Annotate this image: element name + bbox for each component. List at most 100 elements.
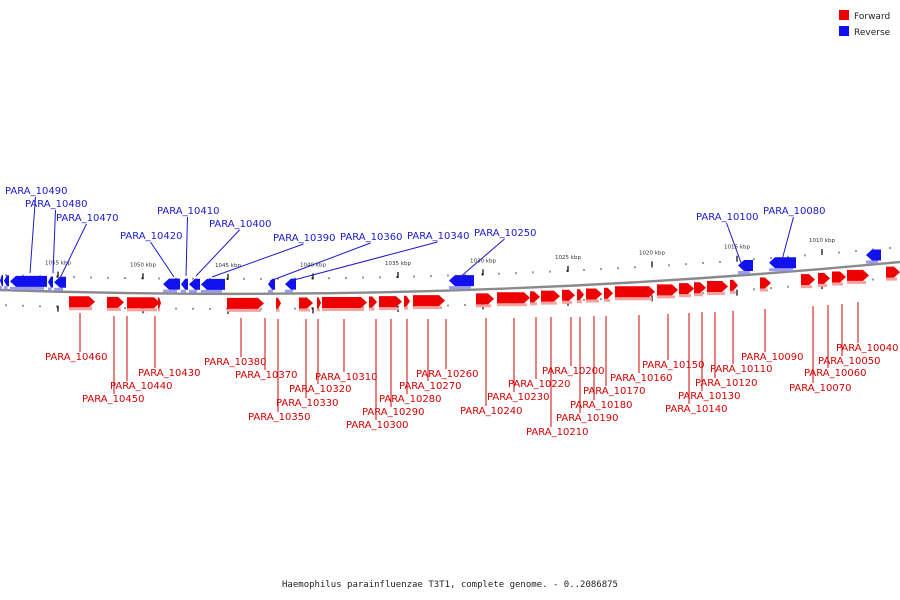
reverse-gene-arrow[interactable] <box>181 278 188 290</box>
forward-gene-arrow[interactable] <box>476 293 494 305</box>
gene-label-para-10170[interactable]: PARA_10170 <box>583 386 645 397</box>
reverse-gene-arrow[interactable] <box>449 275 474 287</box>
gene-label-para-10390[interactable]: PARA_10390 <box>273 233 335 244</box>
gene-label-para-10310[interactable]: PARA_10310 <box>315 372 377 383</box>
forward-gene-arrow[interactable] <box>541 290 560 302</box>
gene-label-para-10320[interactable]: PARA_10320 <box>289 384 351 395</box>
gene-label-para-10420[interactable]: PARA_10420 <box>120 231 182 242</box>
forward-gene-arrow[interactable] <box>577 289 584 301</box>
forward-gene-arrow[interactable] <box>847 269 869 281</box>
gene-label-para-10270[interactable]: PARA_10270 <box>399 381 461 392</box>
gene-label-para-10350[interactable]: PARA_10350 <box>248 412 310 423</box>
leader-line <box>59 223 87 279</box>
forward-gene-arrow[interactable] <box>615 286 655 298</box>
gene-label-para-10330[interactable]: PARA_10330 <box>276 398 338 409</box>
gene-label-para-10290[interactable]: PARA_10290 <box>362 407 424 418</box>
forward-gene-arrow[interactable] <box>127 297 160 309</box>
gene-label-para-10470[interactable]: PARA_10470 <box>56 213 118 224</box>
gene-label-para-10430[interactable]: PARA_10430 <box>138 368 200 379</box>
gene-label-para-10080[interactable]: PARA_10080 <box>763 206 825 217</box>
gene-label-para-10160[interactable]: PARA_10160 <box>610 373 672 384</box>
forward-gene-arrow[interactable] <box>707 281 728 293</box>
gene-label-para-10150[interactable]: PARA_10150 <box>642 360 704 371</box>
reverse-gene-arrow[interactable] <box>738 260 753 272</box>
forward-gene-arrow[interactable] <box>694 282 706 294</box>
gene-label-para-10060[interactable]: PARA_10060 <box>804 368 866 379</box>
gene-label-para-10460[interactable]: PARA_10460 <box>45 352 107 363</box>
reverse-gene-arrow[interactable] <box>0 275 3 287</box>
reverse-gene-arrow[interactable] <box>285 278 296 290</box>
gene-shadow <box>818 283 827 287</box>
gene-label-para-10300[interactable]: PARA_10300 <box>346 420 408 431</box>
gene-label-para-10260[interactable]: PARA_10260 <box>416 369 478 380</box>
forward-gene-arrow[interactable] <box>317 297 321 309</box>
reverse-gene-arrow[interactable] <box>769 257 796 269</box>
gene-label-para-10120[interactable]: PARA_10120 <box>695 378 757 389</box>
gene-label-para-10090[interactable]: PARA_10090 <box>741 352 803 363</box>
gene-label-para-10480[interactable]: PARA_10480 <box>25 199 87 210</box>
gene-label-para-10040[interactable]: PARA_10040 <box>836 343 898 354</box>
gene-label-para-10370[interactable]: PARA_10370 <box>235 370 297 381</box>
forward-gene-arrow[interactable] <box>227 297 264 309</box>
reverse-gene-arrow[interactable] <box>10 275 47 287</box>
gene-label-para-10050[interactable]: PARA_10050 <box>818 356 880 367</box>
forward-gene-arrow[interactable] <box>760 277 771 289</box>
forward-gene-arrow[interactable] <box>530 291 540 303</box>
forward-gene-arrow[interactable] <box>801 274 815 286</box>
gene-label-para-10100[interactable]: PARA_10100 <box>696 212 758 223</box>
gene-label-para-10380[interactable]: PARA_10380 <box>204 357 266 368</box>
gene-shadow <box>276 308 280 312</box>
gene-label-para-10070[interactable]: PARA_10070 <box>789 383 851 394</box>
gene-label-para-10140[interactable]: PARA_10140 <box>665 404 727 415</box>
gene-label-para-10110[interactable]: PARA_10110 <box>710 364 772 375</box>
gene-label-para-10450[interactable]: PARA_10450 <box>82 394 144 405</box>
forward-gene-arrow[interactable] <box>379 296 402 308</box>
forward-gene-arrow[interactable] <box>657 284 678 296</box>
gene-shadow <box>657 295 675 299</box>
forward-gene-arrow[interactable] <box>369 296 377 308</box>
gene-label-para-10130[interactable]: PARA_10130 <box>678 391 740 402</box>
forward-gene-arrow[interactable] <box>69 296 95 308</box>
gene-label-para-10200[interactable]: PARA_10200 <box>542 366 604 377</box>
reverse-gene-arrow[interactable] <box>201 278 225 290</box>
gene-label-para-10340[interactable]: PARA_10340 <box>407 231 469 242</box>
forward-gene-arrow[interactable] <box>832 271 846 283</box>
gene-label-para-10490[interactable]: PARA_10490 <box>5 186 67 197</box>
forward-gene-arrow[interactable] <box>497 292 530 304</box>
forward-gene-arrow[interactable] <box>886 266 900 278</box>
gene-shadow <box>299 308 310 312</box>
forward-gene-arrow[interactable] <box>322 296 367 308</box>
reverse-gene-arrow[interactable] <box>189 278 200 290</box>
forward-gene-arrow[interactable] <box>730 279 738 291</box>
forward-gene-arrow[interactable] <box>158 297 161 309</box>
gene-label-para-10410[interactable]: PARA_10410 <box>157 206 219 217</box>
reverse-gene-arrow[interactable] <box>163 278 180 290</box>
reverse-gene-arrow[interactable] <box>54 276 66 288</box>
forward-gene-arrow[interactable] <box>818 272 830 284</box>
gene-label-para-10180[interactable]: PARA_10180 <box>570 400 632 411</box>
gene-label-para-10280[interactable]: PARA_10280 <box>379 394 441 405</box>
forward-gene-arrow[interactable] <box>404 295 410 307</box>
reverse-gene-arrow[interactable] <box>866 249 881 261</box>
forward-gene-arrow[interactable] <box>679 283 694 295</box>
forward-gene-arrow[interactable] <box>586 288 602 300</box>
gene-label-para-10230[interactable]: PARA_10230 <box>487 392 549 403</box>
gene-label-para-10220[interactable]: PARA_10220 <box>508 379 570 390</box>
gene-label-para-10400[interactable]: PARA_10400 <box>209 219 271 230</box>
forward-gene-arrow[interactable] <box>604 287 613 299</box>
gene-label-para-10210[interactable]: PARA_10210 <box>526 427 588 438</box>
forward-gene-arrow[interactable] <box>107 296 124 308</box>
forward-gene-arrow[interactable] <box>276 297 281 309</box>
forward-gene-arrow[interactable] <box>413 295 445 307</box>
gene-label-para-10440[interactable]: PARA_10440 <box>110 381 172 392</box>
reverse-gene-arrow[interactable] <box>4 275 9 287</box>
reverse-gene-arrow[interactable] <box>268 278 275 290</box>
forward-gene-arrow[interactable] <box>299 297 313 309</box>
gene-label-para-10360[interactable]: PARA_10360 <box>340 232 402 243</box>
gene-label-para-10250[interactable]: PARA_10250 <box>474 228 536 239</box>
forward-gene-arrow[interactable] <box>562 289 575 301</box>
reverse-gene-arrow[interactable] <box>48 276 53 288</box>
leader-line <box>289 241 438 282</box>
gene-label-para-10190[interactable]: PARA_10190 <box>556 413 618 424</box>
gene-label-para-10240[interactable]: PARA_10240 <box>460 406 522 417</box>
